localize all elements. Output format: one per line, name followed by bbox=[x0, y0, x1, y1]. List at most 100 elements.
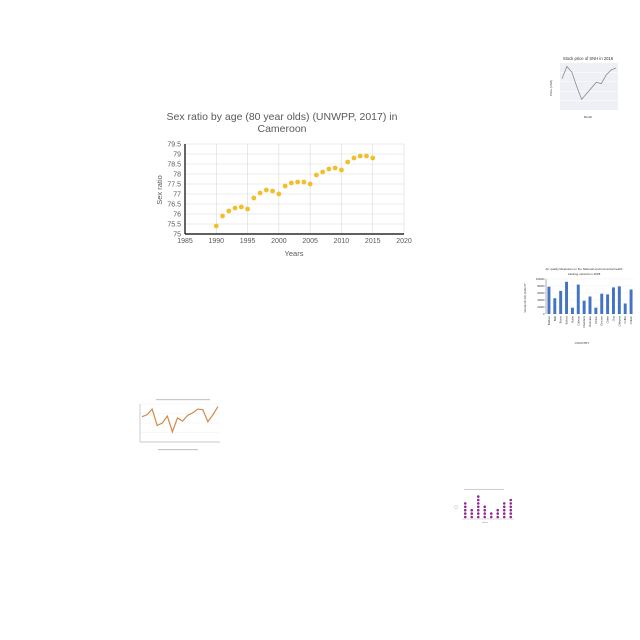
y-axis-label: Sex ratio bbox=[155, 175, 164, 205]
data-point bbox=[357, 153, 363, 159]
thumb-orange-title-mark bbox=[156, 399, 210, 401]
thumb-orange-chart bbox=[128, 398, 224, 454]
thumb-air-bar bbox=[547, 286, 551, 314]
thumb-purple-dot bbox=[502, 515, 506, 519]
thumb-purple-xlabel-mark bbox=[482, 522, 488, 523]
tick-labels: 75 75.5 76 76.5 77 77.5 78 78.5 79 79.5 1985 1990 19… bbox=[167, 141, 412, 245]
thumb-purple-dot bbox=[476, 495, 480, 498]
thumb-purple-dot bbox=[463, 512, 467, 515]
y-tick-label: 77 bbox=[173, 191, 181, 198]
main-chart: Sex ratio by age (80 year olds) (UNWPP, … bbox=[150, 104, 420, 264]
y-tick-label: 75 bbox=[173, 231, 181, 238]
chart-title-line-2: Cameroon bbox=[257, 123, 306, 135]
thumb-purple-dot bbox=[509, 498, 513, 502]
thumb-purple-dot bbox=[489, 515, 493, 519]
thumb-air-xlabel: COUNTRY bbox=[575, 341, 590, 345]
data-point bbox=[276, 191, 282, 197]
thumb-air-category: Calhoun bbox=[576, 315, 580, 325]
data-point bbox=[220, 213, 225, 219]
chart-title-line-1: Sex ratio by age (80 year olds) (UNWPP, … bbox=[167, 111, 398, 123]
thumb-stock-svg: Stock price of SNH in 2016 Month Price (… bbox=[548, 52, 620, 120]
thumb-purple-dot bbox=[496, 515, 500, 519]
thumb-purple-dot bbox=[496, 512, 500, 515]
x-tick-label: 1995 bbox=[240, 238, 256, 245]
thumb-air-title-line-1: Air quality Measures on the National env… bbox=[546, 267, 623, 271]
thumb-air-category: Butler bbox=[570, 316, 574, 323]
thumb-purple-dot bbox=[489, 512, 493, 515]
data-point bbox=[238, 204, 244, 210]
thumb-air-chart: Air quality Measures on the National env… bbox=[520, 264, 636, 348]
data-point bbox=[320, 169, 326, 175]
thumb-purple-dot bbox=[476, 508, 480, 512]
data-point bbox=[307, 181, 313, 187]
thumb-purple-dot bbox=[502, 508, 506, 512]
main-chart-svg: Sex ratio by age (80 year olds) (UNWPP, … bbox=[155, 111, 412, 258]
thumb-air-bar bbox=[576, 284, 580, 314]
thumb-purple-dot bbox=[509, 512, 513, 515]
thumb-purple-dot bbox=[483, 515, 487, 519]
thumb-air-category: Cleburne bbox=[617, 315, 621, 326]
thumb-purple-dot bbox=[509, 505, 513, 509]
x-tick-label: 2010 bbox=[334, 238, 350, 245]
axes bbox=[184, 144, 404, 235]
thumb-purple-dot bbox=[463, 508, 467, 512]
thumb-air-svg: Air quality Measures on the National env… bbox=[523, 267, 634, 345]
thumb-purple-title-mark bbox=[464, 489, 504, 490]
data-point bbox=[301, 179, 307, 185]
thumb-stock-line bbox=[561, 65, 617, 101]
thumb-purple-dot bbox=[463, 502, 467, 505]
x-tick-label: 2005 bbox=[302, 238, 318, 245]
thumb-air-ylabel: VALUE OF AIR QUALITY bbox=[523, 283, 527, 313]
data-point bbox=[339, 167, 344, 173]
thumb-air-category: Bullock bbox=[565, 315, 569, 324]
thumb-stock-chart: Stock price of SNH in 2016 Month Price (… bbox=[548, 52, 620, 120]
thumb-air-bar bbox=[606, 294, 610, 314]
thumb-air-category: Colbert bbox=[629, 316, 633, 325]
thumb-stock-bg bbox=[560, 63, 618, 110]
x-tick-label: 2000 bbox=[271, 238, 287, 245]
thumb-stock-plot bbox=[560, 63, 618, 110]
data-point bbox=[282, 183, 288, 189]
thumb-purple-dot bbox=[463, 515, 467, 519]
thumb-purple-dot bbox=[476, 498, 480, 502]
thumb-purple-chart bbox=[452, 488, 516, 526]
thumb-purple-dot bbox=[476, 512, 480, 515]
thumb-stock-title: Stock price of SNH in 2016 bbox=[563, 56, 614, 61]
thumb-air-category: Chilton bbox=[594, 315, 598, 324]
data-point bbox=[257, 190, 263, 196]
thumb-purple-dot bbox=[509, 502, 513, 505]
thumb-purple-dot bbox=[496, 508, 500, 512]
thumb-air-category: Barbour bbox=[547, 316, 551, 325]
thumb-air-bar bbox=[570, 307, 574, 314]
thumb-orange-svg bbox=[139, 399, 220, 451]
thumb-purple-dot bbox=[476, 502, 480, 505]
thumb-purple-dot bbox=[509, 508, 513, 512]
data-point bbox=[364, 153, 369, 159]
thumb-air-bar bbox=[553, 298, 557, 314]
y-tick-label: 78 bbox=[173, 171, 181, 178]
y-tick-label: 79.5 bbox=[167, 141, 181, 148]
thumb-air-category: Bibb bbox=[553, 315, 557, 321]
thumb-purple-dot bbox=[483, 508, 487, 512]
thumb-air-bar bbox=[565, 281, 568, 314]
data-point bbox=[245, 206, 250, 212]
thumb-purple-dot bbox=[470, 512, 474, 515]
thumb-stock-ylabel: Price (USD) bbox=[549, 80, 553, 96]
thumb-air-y-tick: 40000 bbox=[537, 298, 545, 302]
data-point bbox=[370, 155, 376, 161]
data-point bbox=[232, 205, 238, 211]
thumb-air-y-tick: 100000 bbox=[536, 277, 545, 281]
thumb-purple-ylabel-mark bbox=[454, 505, 458, 509]
x-tick-label: 2015 bbox=[365, 238, 381, 245]
thumb-air-category: Cherokee bbox=[588, 315, 592, 327]
thumb-air-bar bbox=[588, 296, 592, 314]
y-tick-label: 79 bbox=[173, 151, 181, 158]
thumb-orange-line bbox=[141, 406, 219, 434]
thumb-air-y-tick: 60000 bbox=[537, 291, 545, 295]
data-point bbox=[226, 208, 232, 214]
thumb-air-category: Clarke bbox=[606, 315, 610, 323]
thumb-purple-dot bbox=[476, 515, 480, 519]
thumb-purple-dot bbox=[463, 505, 467, 509]
thumb-air-category: Blount bbox=[559, 316, 563, 324]
data-point bbox=[295, 179, 301, 185]
